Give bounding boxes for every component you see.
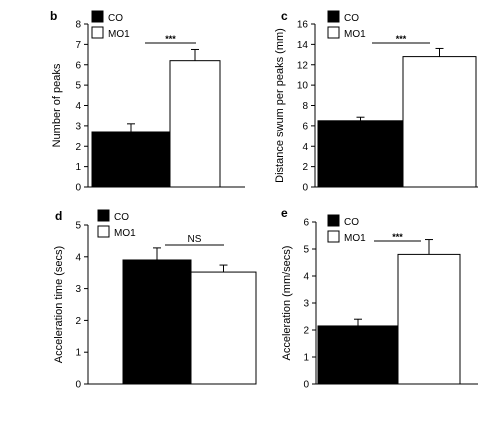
legend-swatch-co	[97, 209, 110, 222]
y-tick-label: 6	[303, 218, 309, 229]
significance-label: ***	[392, 232, 403, 242]
panel-letter: c	[281, 9, 288, 23]
significance-label: ***	[165, 34, 176, 44]
y-tick-label: 4	[75, 252, 81, 263]
legend-swatch-mo1	[327, 26, 340, 39]
bar-mo1	[169, 60, 221, 188]
y-tick-label: 2	[303, 326, 309, 337]
y-tick-label: 0	[302, 183, 308, 194]
legend-label-mo1: MO1	[114, 228, 136, 239]
y-tick-label: 5	[75, 81, 81, 92]
legend-swatch-mo1	[91, 26, 104, 39]
legend-label-co: CO	[344, 217, 359, 228]
legend-swatch-co	[327, 10, 340, 23]
y-tick-label: 3	[75, 121, 81, 132]
bar-co	[91, 131, 171, 188]
bar-co	[122, 259, 192, 385]
significance-label: NS	[188, 234, 202, 245]
y-tick-label: 7	[75, 40, 81, 51]
y-tick-label: 4	[75, 101, 81, 112]
y-axis-label: Acceleration time (secs)	[53, 246, 65, 363]
legend-label-co: CO	[114, 212, 129, 223]
y-tick-label: 6	[302, 121, 308, 132]
y-tick-label: 2	[302, 162, 308, 173]
y-tick-label: 4	[303, 272, 309, 283]
bar-mo1	[190, 271, 257, 385]
y-tick-label: 12	[297, 60, 309, 71]
y-axis-label: Distance swum per peaks (mm)	[274, 28, 286, 183]
y-tick-label: 5	[75, 221, 81, 232]
panel-letter: d	[55, 209, 62, 223]
panel-d: d 0 1 2 3 4 5 Acceleration time (secs) CO MO1 NS	[53, 209, 257, 391]
legend-swatch-co	[91, 10, 104, 23]
y-tick-label: 2	[75, 316, 81, 327]
y-tick-label: 4	[302, 142, 308, 153]
y-tick-label: 8	[75, 20, 81, 31]
panel-e: e 0 1 2 3 4 5 6 Acceleration (mm/secs) CO MO1 ***	[281, 206, 478, 391]
panel-letter: e	[281, 206, 288, 220]
y-tick-label: 6	[75, 60, 81, 71]
legend-swatch-co	[327, 214, 340, 227]
legend-swatch-mo1	[327, 230, 340, 243]
y-axis-label: Number of peaks	[51, 63, 63, 147]
y-tick-label: 2	[75, 142, 81, 153]
y-tick-label: 8	[302, 101, 308, 112]
y-tick-label: 14	[297, 40, 309, 51]
y-tick-label: 0	[75, 380, 81, 391]
bar-mo1	[402, 56, 477, 188]
panel-c: c 0 2 4 6 8 10 12 14 16 Distance swum per peaks (m…	[274, 9, 478, 194]
legend-label-mo1: MO1	[344, 233, 366, 244]
bar-mo1	[397, 253, 461, 385]
legend-label-co: CO	[344, 13, 359, 24]
bar-co	[317, 120, 404, 188]
significance-label: ***	[396, 34, 407, 44]
panel-letter: b	[50, 9, 57, 23]
y-tick-label: 0	[303, 380, 309, 391]
y-tick-label: 16	[297, 20, 309, 31]
y-tick-label: 3	[75, 284, 81, 295]
y-tick-label: 1	[75, 162, 81, 173]
y-tick-label: 0	[75, 183, 81, 194]
legend-swatch-mo1	[97, 225, 110, 238]
legend-label-mo1: MO1	[344, 29, 366, 40]
y-tick-label: 1	[75, 348, 81, 359]
legend-label-mo1: MO1	[108, 29, 130, 40]
y-tick-label: 10	[297, 81, 309, 92]
legend-label-co: CO	[108, 13, 123, 24]
bar-co	[317, 325, 399, 385]
y-tick-label: 3	[303, 299, 309, 310]
y-tick-label: 5	[303, 245, 309, 256]
y-axis-label: Acceleration (mm/secs)	[281, 246, 293, 361]
y-tick-label: 1	[303, 353, 309, 364]
panel-b: b 0 1 2 3 4 5 6 7 8 Number of peaks CO MO1 ***	[50, 9, 245, 194]
